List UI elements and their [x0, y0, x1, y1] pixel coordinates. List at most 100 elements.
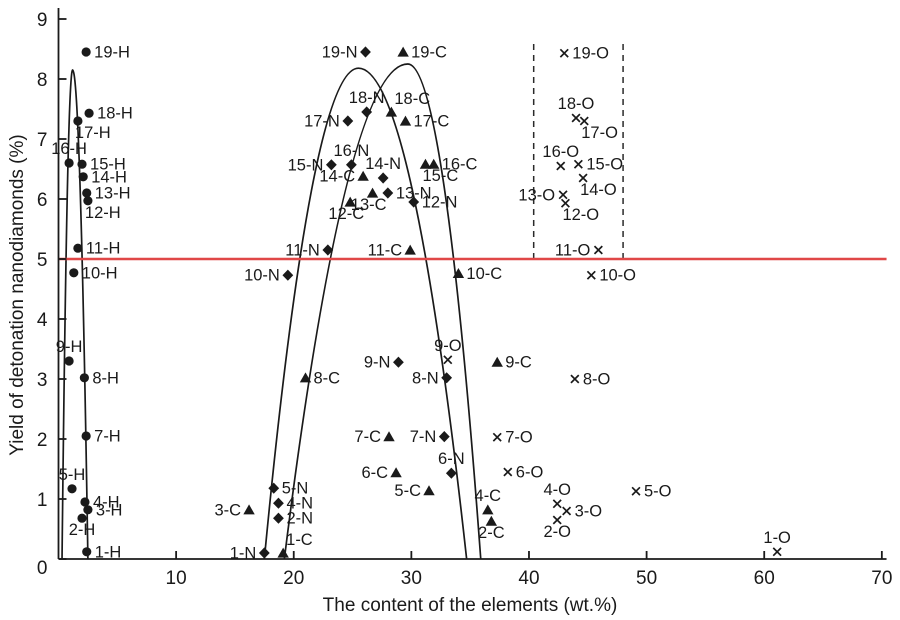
data-point-5-H [67, 484, 77, 494]
data-point-5-O [631, 486, 641, 496]
point-label-1-H: 1-H [95, 543, 122, 561]
data-point-6-O [503, 467, 513, 477]
data-point-6-C [390, 467, 402, 478]
y-tick-label-2: 2 [37, 430, 48, 451]
data-point-1-O [772, 547, 782, 557]
envelope-curves-layer [61, 63, 482, 560]
data-point-10-N [282, 269, 294, 281]
data-point-4-H [80, 497, 90, 507]
data-point-18-N [361, 106, 373, 118]
data-point-3-C [243, 504, 255, 515]
data-point-17-H [73, 116, 83, 126]
point-label-12-C: 12-C [328, 205, 364, 223]
data-point-15-N [325, 159, 337, 171]
x-tick-label-20: 20 [283, 568, 304, 589]
point-label-13-H: 13-H [95, 185, 131, 203]
point-label-2-O: 2-O [543, 523, 571, 541]
point-label-10-C: 10-C [466, 265, 502, 283]
data-point-5-N [268, 482, 280, 494]
data-point-10-H [69, 268, 79, 278]
data-point-3-H [83, 505, 93, 515]
point-label-14-C: 14-C [319, 168, 355, 186]
point-label-11-N: 11-N [285, 242, 320, 260]
point-label-2-C: 2-C [478, 524, 505, 542]
point-label-19-O: 19-O [572, 45, 609, 63]
data-point-4-C [482, 504, 494, 515]
point-label-9-O: 9-O [434, 337, 462, 355]
y-tick-label-1: 1 [37, 490, 48, 511]
point-label-4-C: 4-C [475, 487, 502, 505]
data-point-15-O [573, 159, 583, 169]
point-label-16-C: 16-C [442, 156, 478, 174]
point-label-15-O: 15-O [586, 156, 623, 174]
data-point-1-H [82, 547, 92, 557]
data-point-10-C [452, 268, 465, 278]
point-label-14-H: 14-H [91, 168, 127, 186]
data-point-17-C [399, 115, 412, 126]
point-label-14-N: 14-N [365, 155, 401, 173]
point-label-13-N: 13-N [396, 185, 432, 203]
point-label-17-O: 17-O [581, 124, 618, 142]
point-label-8-O: 8-O [583, 371, 611, 389]
point-label-17-C: 17-C [413, 113, 449, 131]
data-point-7-O [492, 432, 502, 442]
data-point-12-H [83, 196, 93, 206]
point-label-8-H: 8-H [92, 369, 119, 387]
data-point-18-O [571, 113, 581, 123]
data-point-9-O [443, 355, 453, 365]
point-label-3-H: 3-H [96, 501, 123, 519]
data-point-13-C [366, 187, 379, 198]
data-point-12-O [560, 198, 570, 208]
x-tick-label-40: 40 [518, 568, 539, 589]
point-label-7-H: 7-H [94, 428, 121, 446]
y-tick-label-8: 8 [37, 70, 48, 91]
data-point-2-N [273, 512, 284, 524]
data-point-11-H [73, 243, 83, 253]
point-label-9-N: 9-N [364, 354, 391, 372]
point-label-16-O: 16-O [542, 143, 579, 161]
point-label-5-C: 5-C [394, 482, 421, 500]
x-tick-label-60: 60 [754, 568, 775, 589]
y-tick-label-0: 0 [37, 558, 48, 579]
x-tick-label-30: 30 [401, 568, 422, 589]
point-label-12-H: 12-H [85, 204, 121, 222]
point-label-18-H: 18-H [97, 105, 133, 123]
point-label-11-H: 11-H [86, 240, 121, 258]
x-tick-label-50: 50 [636, 568, 657, 589]
y-tick-label-3: 3 [37, 370, 48, 391]
data-point-14-C [357, 170, 369, 181]
data-point-4-O [552, 499, 562, 509]
data-point-3-O [562, 506, 572, 516]
data-point-7-N [438, 431, 450, 443]
point-label-17-H: 17-H [75, 124, 111, 142]
point-label-5-H: 5-H [59, 466, 86, 484]
point-label-3-O: 3-O [575, 503, 603, 521]
point-label-10-H: 10-H [82, 264, 118, 282]
data-point-2-O [552, 515, 562, 525]
data-point-15-H [77, 159, 87, 169]
y-tick-label-9: 9 [37, 10, 48, 31]
data-point-15-C [419, 158, 432, 169]
y-tick-label-4: 4 [37, 310, 48, 331]
point-label-15-N: 15-N [288, 156, 324, 174]
data-point-1-C [277, 547, 289, 558]
data-point-10-O [586, 270, 596, 280]
point-label-6-C: 6-C [361, 464, 388, 482]
data-point-12-C [344, 196, 356, 207]
data-point-14-O [578, 173, 588, 183]
data-point-19-C [397, 46, 409, 57]
point-label-19-C: 19-C [411, 44, 447, 62]
envelope-curve-H [61, 69, 89, 560]
x-tick-label-10: 10 [166, 568, 187, 589]
point-label-5-N: 5-N [282, 480, 309, 498]
data-point-16-O [556, 161, 566, 171]
point-label-6-N: 6-N [438, 450, 465, 468]
data-point-14-N [377, 172, 389, 184]
point-label-15-H: 15-H [90, 156, 126, 174]
point-label-19-H: 19-H [94, 44, 130, 62]
y-axis-title: Yield of detonation nanodiamonds (%) [7, 134, 28, 455]
point-label-15-C: 15-C [422, 167, 458, 185]
point-label-18-C: 18-C [394, 90, 430, 108]
point-label-16-H: 16-H [51, 140, 87, 158]
